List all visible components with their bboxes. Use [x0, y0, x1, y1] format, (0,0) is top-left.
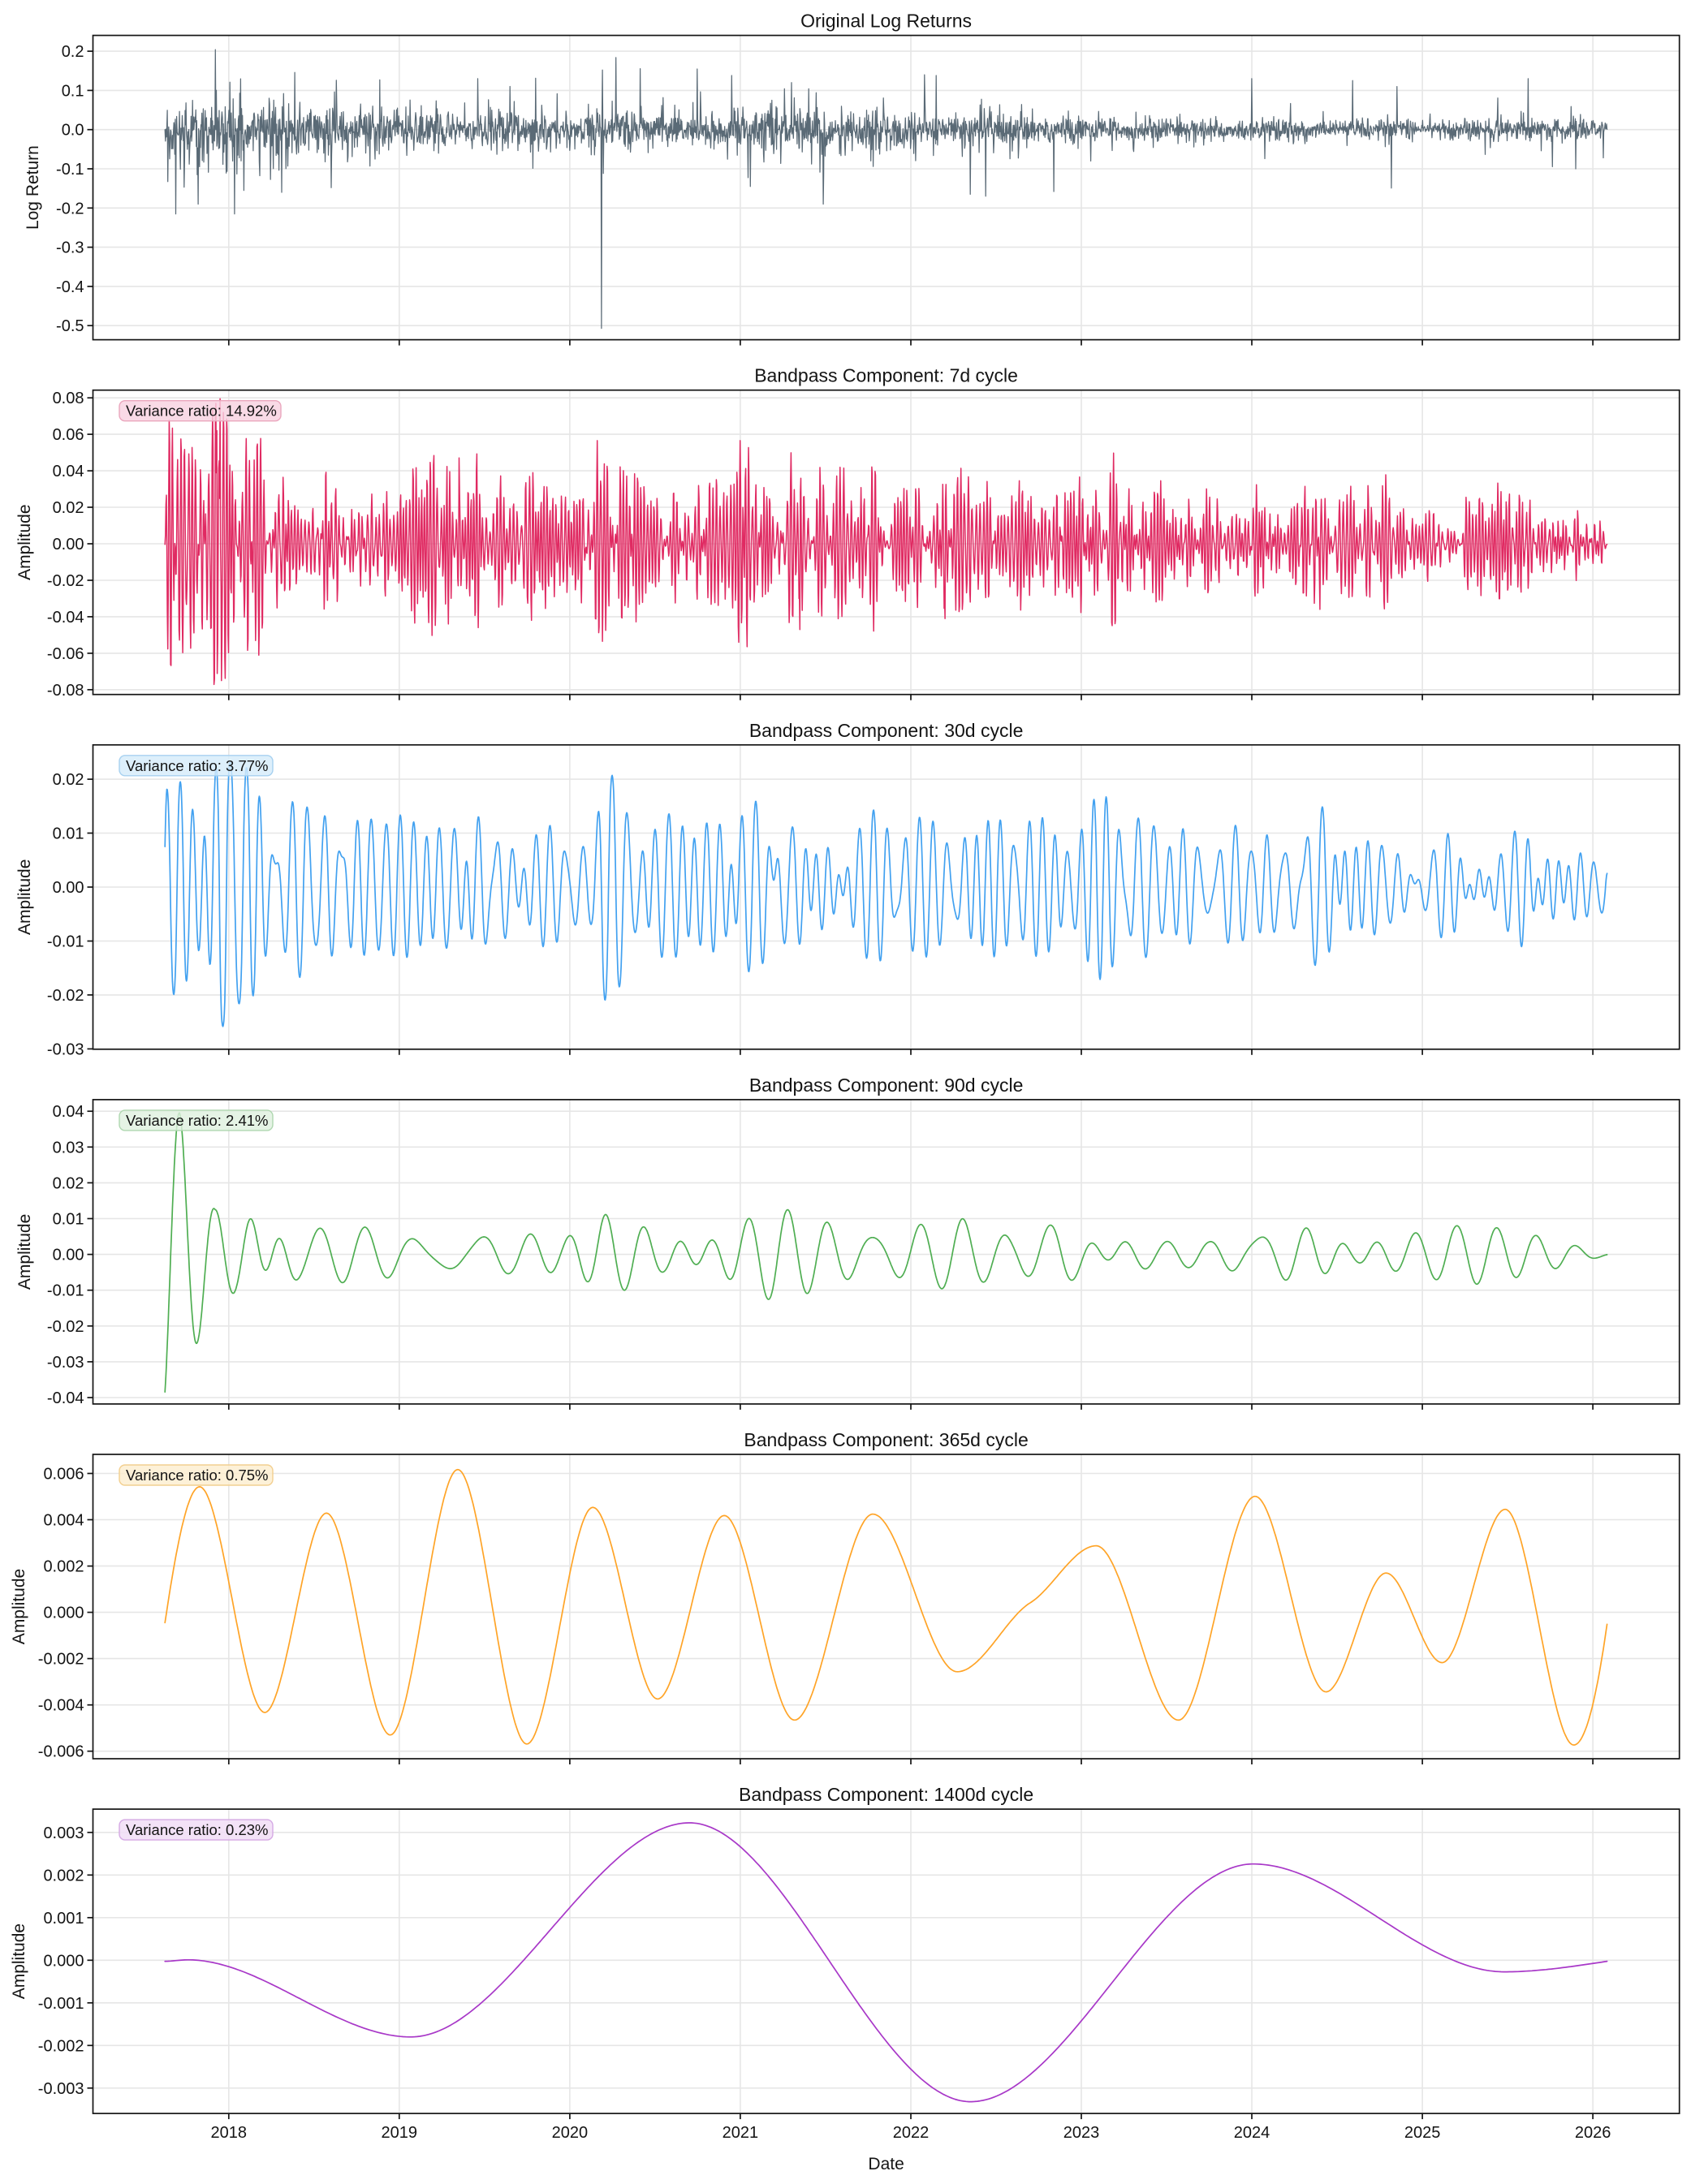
svg-text:0.004: 0.004	[43, 1512, 84, 1530]
svg-text:0.02: 0.02	[53, 771, 84, 789]
svg-text:Bandpass Component: 30d cycle: Bandpass Component: 30d cycle	[749, 720, 1024, 741]
svg-text:Bandpass Component: 90d cycle: Bandpass Component: 90d cycle	[749, 1075, 1024, 1096]
svg-text:-0.002: -0.002	[38, 2037, 84, 2055]
svg-text:-0.001: -0.001	[38, 1995, 84, 2013]
svg-text:0.06: 0.06	[53, 426, 84, 444]
svg-text:2022: 2022	[893, 2124, 930, 2142]
svg-text:-0.004: -0.004	[38, 1697, 84, 1715]
svg-text:-0.1: -0.1	[56, 161, 84, 179]
svg-text:-0.2: -0.2	[56, 200, 84, 218]
svg-text:2019: 2019	[382, 2124, 418, 2142]
svg-text:Original Log Returns: Original Log Returns	[800, 11, 972, 32]
svg-text:-0.3: -0.3	[56, 239, 84, 257]
svg-text:Variance ratio: 3.77%: Variance ratio: 3.77%	[126, 757, 269, 774]
svg-text:0.04: 0.04	[53, 1103, 84, 1121]
svg-text:0.00: 0.00	[53, 536, 84, 554]
svg-text:Variance ratio: 2.41%: Variance ratio: 2.41%	[126, 1112, 269, 1129]
svg-text:0.00: 0.00	[53, 1247, 84, 1264]
svg-text:-0.003: -0.003	[38, 2080, 84, 2098]
svg-text:0.006: 0.006	[43, 1466, 84, 1484]
svg-text:Date: Date	[868, 2155, 904, 2173]
svg-text:0.01: 0.01	[53, 825, 84, 843]
svg-text:2024: 2024	[1234, 2124, 1270, 2142]
svg-text:-0.02: -0.02	[47, 572, 84, 590]
svg-text:2023: 2023	[1063, 2124, 1100, 2142]
svg-text:Variance ratio: 14.92%: Variance ratio: 14.92%	[126, 403, 277, 420]
svg-text:-0.5: -0.5	[56, 317, 84, 335]
svg-text:-0.01: -0.01	[47, 1282, 84, 1300]
svg-text:Bandpass Component: 1400d cycl: Bandpass Component: 1400d cycle	[739, 1784, 1033, 1805]
svg-text:-0.04: -0.04	[47, 1389, 84, 1407]
svg-text:2026: 2026	[1575, 2124, 1611, 2142]
svg-text:Bandpass Component: 7d cycle: Bandpass Component: 7d cycle	[754, 365, 1018, 386]
svg-text:0.03: 0.03	[53, 1139, 84, 1157]
svg-text:Log Return: Log Return	[24, 145, 42, 230]
svg-text:0.000: 0.000	[43, 1952, 84, 1970]
svg-text:Variance ratio: 0.75%: Variance ratio: 0.75%	[126, 1467, 269, 1484]
svg-text:-0.03: -0.03	[47, 1040, 84, 1058]
svg-text:0.002: 0.002	[43, 1867, 84, 1885]
svg-text:Amplitude: Amplitude	[15, 1214, 34, 1290]
svg-text:0.02: 0.02	[53, 499, 84, 517]
svg-text:0.08: 0.08	[53, 390, 84, 407]
svg-text:2020: 2020	[552, 2124, 589, 2142]
svg-text:0.000: 0.000	[43, 1605, 84, 1622]
svg-text:Bandpass Component: 365d cycle: Bandpass Component: 365d cycle	[744, 1429, 1028, 1450]
svg-text:-0.02: -0.02	[47, 1318, 84, 1336]
svg-text:Amplitude: Amplitude	[10, 1569, 28, 1644]
svg-text:2025: 2025	[1404, 2124, 1441, 2142]
svg-text:Amplitude: Amplitude	[10, 1923, 28, 1999]
svg-text:Variance ratio: 0.23%: Variance ratio: 0.23%	[126, 1821, 269, 1838]
svg-text:0.2: 0.2	[62, 43, 84, 61]
svg-text:-0.08: -0.08	[47, 682, 84, 700]
svg-text:2021: 2021	[723, 2124, 759, 2142]
svg-text:0.00: 0.00	[53, 879, 84, 897]
svg-text:-0.4: -0.4	[56, 278, 84, 296]
svg-text:-0.002: -0.002	[38, 1651, 84, 1669]
svg-text:0.1: 0.1	[62, 82, 84, 100]
svg-text:0.02: 0.02	[53, 1174, 84, 1192]
svg-text:0.002: 0.002	[43, 1558, 84, 1576]
svg-text:0.001: 0.001	[43, 1910, 84, 1928]
svg-text:0.003: 0.003	[43, 1824, 84, 1842]
svg-text:-0.01: -0.01	[47, 933, 84, 951]
svg-text:Amplitude: Amplitude	[15, 505, 34, 580]
svg-text:0.04: 0.04	[53, 463, 84, 480]
svg-text:0.0: 0.0	[62, 122, 84, 140]
svg-text:-0.02: -0.02	[47, 987, 84, 1005]
svg-text:-0.006: -0.006	[38, 1743, 84, 1761]
svg-text:-0.03: -0.03	[47, 1354, 84, 1372]
svg-text:-0.04: -0.04	[47, 609, 84, 627]
svg-text:2018: 2018	[211, 2124, 248, 2142]
svg-text:-0.06: -0.06	[47, 645, 84, 663]
svg-text:Amplitude: Amplitude	[15, 859, 34, 935]
svg-text:0.01: 0.01	[53, 1211, 84, 1229]
